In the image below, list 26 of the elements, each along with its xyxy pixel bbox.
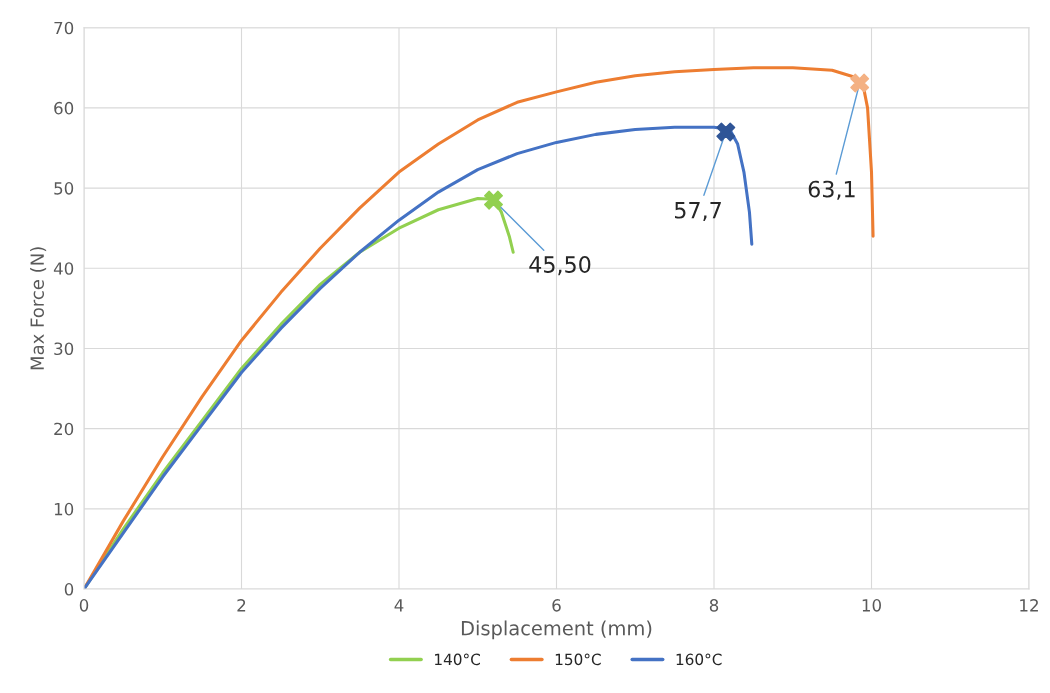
x-axis-title: Displacement (mm) [461, 620, 652, 640]
y-tick-label: 30 [54, 342, 74, 356]
x-tick-label: 6 [552, 599, 561, 612]
x-tick-label: 8 [709, 599, 719, 612]
x-tick-label: 4 [394, 599, 404, 612]
x-tick-label: 10 [862, 599, 881, 612]
point [850, 73, 870, 93]
legend-label: 140°C [435, 653, 480, 666]
y-tick-label: 70 [54, 21, 74, 35]
y-axis-title: Max Force (N) [30, 247, 47, 370]
annotation: 63,1 [808, 180, 855, 200]
y-tick-label: 0 [64, 583, 74, 596]
y-tick-label: 60 [54, 101, 74, 115]
y-tick-label: 40 [53, 262, 74, 275]
y-tick-label: 20 [54, 422, 74, 436]
y-tick-label: 50 [54, 182, 74, 195]
legend-label: 160°C [676, 653, 722, 666]
x-tick-label: 12 [1020, 599, 1038, 612]
legend-label: 150°C [555, 653, 601, 666]
annotation: 57,7 [675, 202, 721, 221]
point [484, 190, 503, 210]
point [716, 122, 736, 142]
annotation: 45,50 [529, 256, 591, 276]
x-tick-label: 0 [79, 599, 89, 612]
x-tick-label: 2 [237, 599, 246, 612]
y-tick-label: 10 [54, 502, 74, 516]
